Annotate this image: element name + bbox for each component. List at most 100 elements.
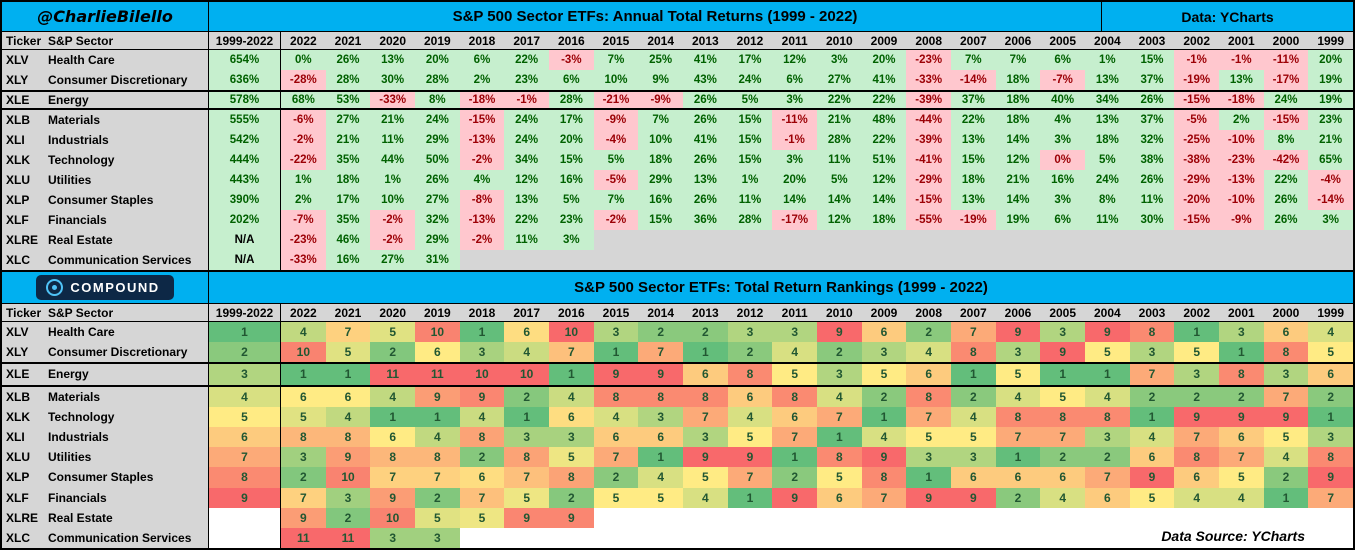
cell-XLE-2021: 1: [325, 364, 371, 385]
cell-XLF-2007: 9: [951, 487, 996, 508]
cell-XLY-2004: 13%: [1085, 70, 1130, 90]
cell-XLE-2011: 5: [772, 364, 817, 385]
cell-XLI-2021: 8: [325, 426, 371, 448]
cell-XLV-2021: 7: [325, 322, 371, 343]
cell-XLRE-2004: [1085, 230, 1130, 250]
cell-XLU-2018: 4%: [459, 170, 505, 190]
sector-header: S&P Sector: [44, 304, 209, 321]
cell-XLV-2010: 9: [817, 322, 862, 343]
cell-XLY-2007: 8: [951, 342, 996, 363]
cell-XLE-2005: 1: [1040, 364, 1085, 385]
cell-XLRE-2006: [995, 230, 1041, 250]
ticker-XLK: XLK: [2, 150, 44, 170]
cell-XLB-2011: 8: [772, 386, 817, 407]
sector-XLI: Industrials: [44, 130, 209, 150]
cell-XLU-2004: 2: [1085, 447, 1130, 468]
cell-XLK-2005: 8: [1040, 406, 1085, 427]
cell-XLI-2016: 20%: [549, 130, 594, 150]
cell-XLE-2001: -18%: [1219, 92, 1264, 108]
year-header-2020: 2020: [370, 32, 415, 49]
cell-XLK-2013: 7: [683, 406, 728, 427]
cell-XLC-2016: [549, 527, 594, 548]
cell-XLK-2009: 1: [861, 406, 907, 427]
cell-XLY-2009: 3: [861, 342, 907, 363]
sector-XLK: Technology: [44, 406, 209, 427]
cell-XLK-2004: 8: [1085, 406, 1130, 427]
cell-XLV-2022: 4: [281, 322, 326, 343]
cell-XLK-2003: 1: [1129, 406, 1175, 427]
cell-XLU-2016: 5: [549, 447, 594, 468]
cell-XLP-2007: 6: [951, 467, 996, 488]
cell-XLU-2009: 9: [861, 447, 907, 468]
cell-XLI-2001: 6: [1219, 426, 1264, 448]
cell-XLP-1999-2022: 390%: [209, 190, 281, 210]
cell-XLE-2002: -15%: [1174, 92, 1219, 108]
cell-XLP-2018: -8%: [459, 190, 505, 210]
cell-XLF-2016: 2: [549, 487, 594, 508]
cell-XLV-2014: 25%: [638, 50, 683, 70]
cell-XLP-2015: 2: [593, 467, 639, 488]
cell-XLB-2018: 9: [459, 386, 505, 407]
cell-XLI-1999: 3: [1308, 426, 1353, 448]
cell-XLB-2004: 13%: [1085, 110, 1130, 130]
cell-XLP-2019: 7: [415, 467, 460, 488]
cell-XLY-2019: 6: [415, 342, 460, 363]
cell-XLE-2008: -39%: [906, 92, 951, 108]
cell-XLI-2006: 7: [995, 426, 1041, 448]
cell-XLC-2000: [1263, 250, 1309, 270]
annual-returns-table: Ticker S&P Sector 1999-2022 2022 2021 2020 201…: [2, 32, 1353, 270]
cell-XLE-2019: 11: [415, 364, 460, 385]
ticker-XLU: XLU: [2, 170, 44, 190]
cell-XLK-2012: 15%: [727, 150, 773, 170]
year-header-2013: 2013: [683, 304, 728, 321]
cell-XLF-2000: 26%: [1263, 210, 1309, 230]
cell-XLE-2012: 5%: [727, 92, 773, 108]
cell-XLB-2006: 18%: [995, 110, 1041, 130]
cell-XLI-2012: 5: [727, 426, 773, 448]
cell-XLC-2016: [549, 250, 594, 270]
year-header-2015: 2015: [593, 304, 639, 321]
cell-XLI-2009: 22%: [861, 130, 907, 150]
cell-XLB-2005: 5: [1040, 386, 1085, 407]
cell-XLE-1999-2022: 3: [209, 364, 281, 385]
cell-XLU-2014: 29%: [638, 170, 683, 190]
ticker-header: Ticker: [2, 304, 44, 321]
cell-XLY-2016: 6%: [549, 70, 594, 90]
sector-XLU: Utilities: [44, 447, 209, 468]
cell-XLU-2011: 1: [772, 447, 817, 468]
cell-XLK-1999: 1: [1308, 406, 1353, 427]
ticker-XLRE: XLRE: [2, 507, 44, 528]
cell-XLP-2006: 6: [995, 467, 1041, 488]
year-header-2002: 2002: [1174, 304, 1219, 321]
row-XLU: XLU Utilities 7 3 9 8 8 2 8 5 7 1 9 9 1 8 9 3 3 1 2 2 6 8 7 4 8: [2, 447, 1353, 468]
cell-XLV-2016: 10: [549, 322, 594, 343]
ticker-XLU: XLU: [2, 447, 44, 468]
cell-XLY-2000: -17%: [1263, 70, 1309, 90]
cell-XLB-2007: 22%: [951, 110, 996, 130]
cell-XLRE-2010: [817, 507, 862, 528]
cell-XLRE-2000: [1263, 507, 1309, 528]
cell-XLRE-2014: [638, 230, 683, 250]
top-title-band: @CharlieBilello S&P 500 Sector ETFs: Ann…: [2, 2, 1353, 32]
cell-XLK-2012: 4: [727, 406, 773, 427]
cell-XLE-2003: 7: [1129, 364, 1175, 385]
cell-XLB-2015: -9%: [593, 110, 639, 130]
cell-XLU-2017: 8: [504, 447, 549, 468]
cell-XLU-2000: 22%: [1263, 170, 1309, 190]
cell-XLY-2012: 2: [727, 342, 773, 363]
cell-XLRE-2002: [1174, 507, 1219, 528]
rankings-table-title: S&P 500 Sector ETFs: Total Return Rankin…: [574, 279, 988, 296]
compound-logo: COMPOUND: [2, 272, 209, 303]
year-header-2009: 2009: [861, 304, 907, 321]
cell-XLK-2007: 4: [951, 406, 996, 427]
cell-XLB-2013: 8: [683, 386, 728, 407]
cell-XLF-2009: 18%: [861, 210, 907, 230]
cell-XLI-2018: -13%: [459, 130, 505, 150]
cell-XLE-2013: 26%: [683, 92, 728, 108]
cell-XLI-2022: -2%: [281, 130, 326, 150]
cell-XLRE-2012: [727, 230, 773, 250]
cell-XLY-2011: 6%: [772, 70, 817, 90]
cell-XLI-2005: 7: [1040, 426, 1085, 448]
cell-XLY-2022: 10: [281, 342, 326, 363]
cell-XLF-2004: 11%: [1085, 210, 1130, 230]
